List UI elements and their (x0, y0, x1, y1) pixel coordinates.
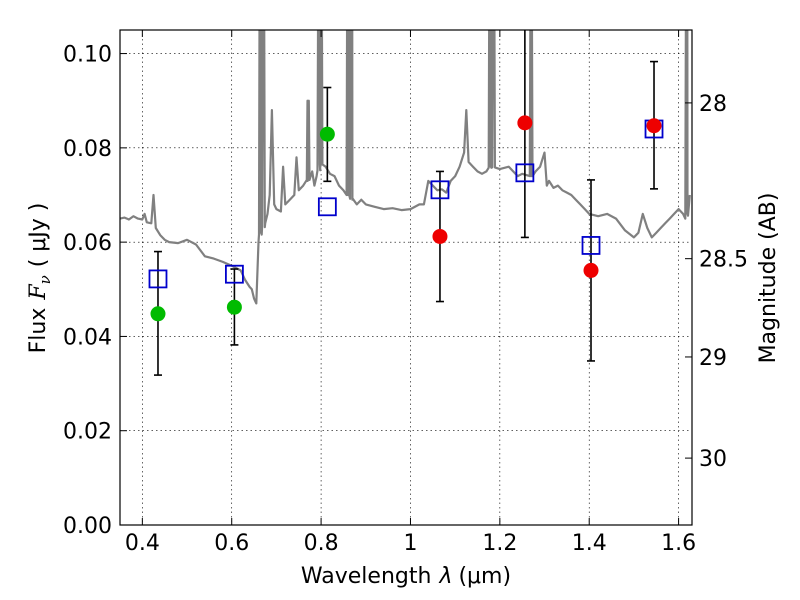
model-photometry-square (148, 269, 168, 289)
nir-data-point (517, 115, 533, 131)
y-tick-label: 0.04 (63, 325, 112, 350)
y-tick-label: 0.02 (63, 420, 112, 445)
y-axis-label: FluxFν( μJy ) (26, 203, 54, 354)
optical-data-point (226, 299, 242, 315)
x-tick-label: 0.6 (214, 531, 249, 556)
x-axis-label: Wavelength λ (μm) (301, 564, 511, 589)
model-photometry-square (515, 163, 535, 183)
plot-frame (119, 29, 693, 526)
mag-tick-label: 29 (699, 346, 727, 371)
plot-series (120, 30, 691, 376)
model-photometry-square (430, 180, 450, 200)
model-photometry-square (581, 236, 601, 255)
axis-ticks: 0.4 0.6 0.8 1 1.2 1.4 1.6 0.00 0.02 0.04 0.06 0.08 0… (63, 30, 748, 556)
x-tick-label: 1.2 (482, 531, 517, 556)
y-tick-label: 0.06 (63, 231, 112, 256)
nir-data-point (646, 118, 662, 134)
mag-tick-label: 28.5 (699, 248, 748, 273)
mag-tick-label: 28 (699, 92, 727, 117)
mag-tick-label: 30 (699, 447, 727, 472)
y-tick-label: 0.10 (63, 43, 112, 68)
x-tick-label: 1.4 (572, 531, 607, 556)
x-tick-label: 0.4 (125, 531, 160, 556)
optical-data-point (150, 306, 166, 322)
right-axis-label: Magnitude (AB) (756, 193, 781, 364)
x-tick-label: 1 (403, 531, 417, 556)
model-spectrum-line (120, 30, 691, 305)
x-tick-label: 0.8 (304, 531, 339, 556)
model-photometry-square (224, 264, 244, 284)
y-tick-label: 0.00 (63, 514, 112, 539)
optical-data-point (319, 126, 335, 142)
nir-data-point (432, 228, 448, 244)
y-tick-label: 0.08 (63, 137, 112, 162)
model-photometry-square (317, 197, 337, 217)
nir-data-point (583, 262, 599, 278)
x-tick-label: 1.6 (661, 531, 696, 556)
